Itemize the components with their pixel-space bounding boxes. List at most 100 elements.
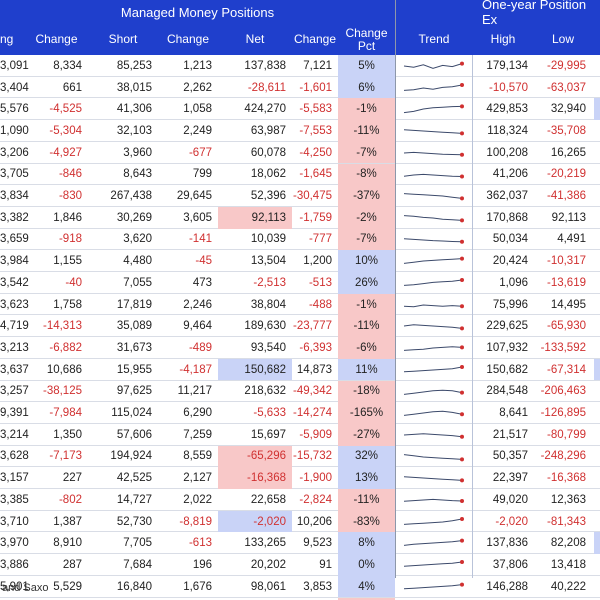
cell-change-pct: -18% (338, 380, 395, 403)
cell-short: 115,024 (111, 407, 152, 420)
column-header-long: ng (0, 24, 25, 55)
trend-last-point (460, 131, 464, 136)
cell-long-change: 1,387 (53, 515, 82, 528)
cell-short-change: -489 (188, 341, 212, 354)
cell-low: 12,363 (550, 493, 586, 506)
cell-low: 82,208 (550, 537, 586, 550)
cell-short-change: -141 (188, 233, 212, 246)
cell-net: 150,682 (218, 358, 292, 381)
cell-low: 40,222 (550, 580, 586, 593)
cell-low: 13,418 (550, 558, 586, 571)
trend-last-point (460, 152, 464, 157)
cell-long-change: -802 (58, 493, 82, 506)
trend-line (403, 453, 463, 460)
group-header-overflow (592, 0, 600, 24)
trend-last-point (460, 218, 464, 223)
cell-long: 3,886 (0, 558, 29, 571)
trend-sparkline (403, 453, 464, 461)
cell-low: -248,296 (540, 450, 586, 463)
cell-long-change: -14,313 (42, 320, 82, 333)
trend-sparkline (403, 516, 464, 525)
trend-sparkline (403, 104, 464, 114)
column-header-long-change: Change (25, 24, 88, 55)
trend-line (403, 237, 463, 242)
trend-sparkline (403, 193, 464, 201)
cell-long-change: -38,125 (42, 385, 82, 398)
trend-line (403, 151, 463, 156)
cell-short: 16,840 (116, 580, 152, 593)
cell-long-change: 10,686 (46, 363, 82, 376)
cell-short: 8,643 (123, 168, 152, 181)
row-divider (0, 401, 600, 403)
cell-long-change: 1,758 (53, 298, 82, 311)
cell-low: 4,491 (557, 233, 586, 246)
cell-change-pct: -11% (338, 315, 395, 338)
cell-net-change: 3,853 (303, 580, 332, 593)
trend-sparkline (403, 433, 464, 439)
row-divider (0, 119, 600, 121)
column-header-net-change: Change (292, 24, 338, 55)
trend-line (403, 106, 463, 114)
cell-change-pct: 32% (338, 445, 395, 468)
row-divider (0, 531, 600, 533)
row-divider (0, 574, 600, 576)
cell-short: 31,673 (116, 341, 152, 354)
cell-long: 9,391 (0, 407, 29, 420)
cell-high: 50,034 (492, 233, 528, 246)
cell-short: 42,525 (116, 472, 152, 485)
cell-short-change: 1,213 (183, 59, 212, 72)
cell-net: 218,632 (244, 385, 286, 398)
trend-sparkline (403, 476, 464, 483)
cell-short-change: -677 (188, 146, 212, 159)
cell-change-pct: -6% (338, 337, 395, 359)
trend-sparkline (403, 364, 464, 373)
cell-net-change: -1,759 (299, 211, 332, 224)
cell-short: 7,684 (123, 558, 152, 571)
cell-long-change: 8,910 (53, 537, 82, 550)
row-divider (0, 75, 600, 77)
cell-change-pct: -37% (338, 185, 395, 207)
column-divider (472, 55, 473, 578)
cell-net-change: -1,900 (299, 472, 332, 485)
cell-short: 52,730 (116, 515, 152, 528)
cell-change-pct: 13% (338, 467, 395, 489)
trend-sparkline (403, 560, 464, 567)
cell-short-change: 6,290 (183, 407, 212, 420)
cell-change-pct: 26% (338, 272, 395, 294)
cell-high: 22,397 (492, 472, 528, 485)
cell-long: 5,901 (0, 580, 29, 593)
trend-last-point (460, 278, 464, 282)
overflow-highlight (594, 98, 600, 121)
cell-long-change: -4,927 (49, 146, 82, 159)
row-divider (0, 97, 600, 99)
cell-long: 3,834 (0, 190, 29, 203)
cell-net-change: -15,732 (292, 450, 332, 463)
cell-high: 21,517 (492, 428, 528, 441)
cell-net-change: -49,342 (292, 385, 332, 398)
cell-change-pct: -7% (338, 141, 395, 164)
trend-last-point (460, 390, 464, 395)
trend-last-point (460, 104, 464, 109)
cell-low: -16,368 (546, 472, 586, 485)
cell-long-change: 5,529 (53, 580, 82, 593)
trend-line (403, 193, 463, 200)
cell-long-change: -846 (58, 168, 82, 181)
cell-short: 97,625 (116, 385, 152, 398)
cell-short: 17,819 (116, 298, 152, 311)
cell-high: 49,020 (492, 493, 528, 506)
cell-short: 57,606 (116, 428, 152, 441)
trend-sparkline (403, 345, 464, 351)
cell-short-change: 2,249 (183, 124, 212, 137)
overflow-highlight (594, 532, 600, 555)
cell-short: 14,727 (116, 493, 152, 506)
cell-low: -65,930 (546, 320, 586, 333)
cell-long-change: 227 (62, 472, 82, 485)
cell-long: 3,984 (0, 255, 29, 268)
trend-line (403, 129, 463, 134)
cell-short-change: 1,676 (183, 580, 212, 593)
cell-high: -10,570 (488, 81, 528, 94)
column-header-high: High (472, 24, 534, 55)
cell-long-change: -6,882 (49, 341, 82, 354)
cell-low: 16,265 (550, 146, 586, 159)
cell-net-change: -5,909 (299, 428, 332, 441)
